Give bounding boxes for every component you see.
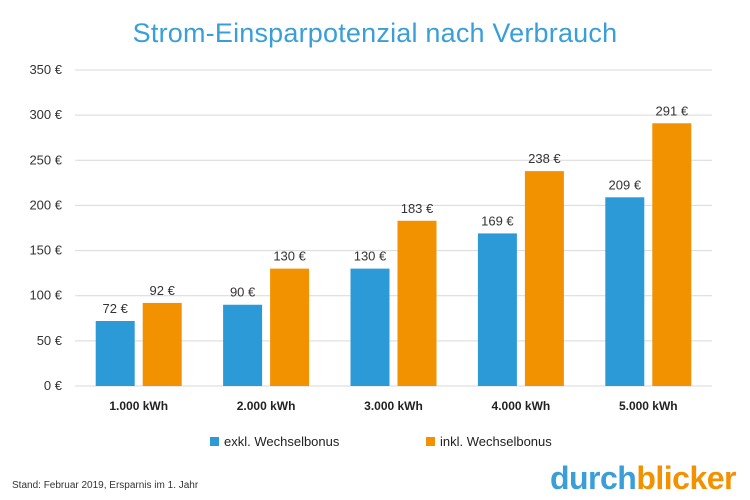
- data-label: 90 €: [230, 285, 256, 300]
- legend-swatch-blue: [210, 437, 219, 446]
- bar-exkl: [477, 233, 517, 386]
- bar-exkl: [223, 304, 263, 386]
- bar-exkl: [350, 268, 390, 386]
- chart-title: Strom-Einsparpotenzial nach Verbrauch: [132, 18, 618, 48]
- bar-inkl: [652, 123, 692, 387]
- legend-item-inkl: inkl. Wechselbonus: [426, 434, 552, 449]
- bar-exkl: [605, 197, 645, 386]
- data-label: 72 €: [103, 301, 129, 316]
- x-tick-label: 1.000 kWh: [109, 399, 168, 413]
- y-tick-label: 350 €: [29, 62, 62, 77]
- bar-inkl: [270, 268, 310, 386]
- bars: [95, 123, 692, 387]
- x-tick-label: 3.000 kWh: [364, 399, 423, 413]
- data-label: 209 €: [609, 177, 642, 192]
- y-tick-label: 300 €: [29, 107, 62, 122]
- x-tick-label: 5.000 kWh: [619, 399, 678, 413]
- axis-labels: 0 € 50 € 100 € 150 € 200 € 250 € 300 € 350 € 1.0…: [29, 62, 677, 413]
- legend-item-exkl: exkl. Wechselbonus: [210, 434, 339, 449]
- data-label: 169 €: [481, 213, 514, 228]
- x-tick-label: 4.000 kWh: [492, 399, 551, 413]
- data-label: 130 €: [354, 249, 387, 264]
- bar-inkl: [397, 220, 437, 386]
- y-tick-label: 150 €: [29, 243, 62, 258]
- legend: exkl. Wechselbonus inkl. Wechselbonus: [0, 434, 750, 454]
- data-label: 291 €: [656, 103, 689, 118]
- legend-swatch-orange: [426, 437, 435, 446]
- legend-label-inkl: inkl. Wechselbonus: [440, 434, 552, 449]
- data-label: 238 €: [528, 151, 561, 166]
- bar-inkl: [142, 302, 182, 386]
- data-labels: 72 € 92 € 90 € 130 € 130 € 183 € 169 € 238 € 209…: [103, 103, 689, 316]
- y-tick-label: 250 €: [29, 152, 62, 167]
- data-label: 130 €: [273, 249, 306, 264]
- x-tick-label: 2.000 kWh: [237, 399, 296, 413]
- y-tick-label: 100 €: [29, 288, 62, 303]
- bar-chart: 72 € 92 € 90 € 130 € 130 € 183 € 169 € 238 € 209…: [29, 62, 712, 413]
- brand-logo: durchblicker: [549, 460, 737, 496]
- footer-note: Stand: Februar 2019, Ersparnis im 1. Jah…: [12, 480, 199, 491]
- y-tick-label: 0 €: [44, 378, 63, 393]
- y-tick-label: 50 €: [37, 333, 63, 348]
- bar-exkl: [95, 320, 135, 386]
- logo-part-durch: durch: [549, 460, 637, 496]
- bar-inkl: [524, 171, 564, 386]
- y-tick-label: 200 €: [29, 197, 62, 212]
- legend-label-exkl: exkl. Wechselbonus: [224, 434, 340, 449]
- data-label: 92 €: [150, 283, 176, 298]
- data-label: 183 €: [401, 201, 434, 216]
- logo-part-blicker: blicker: [636, 460, 736, 496]
